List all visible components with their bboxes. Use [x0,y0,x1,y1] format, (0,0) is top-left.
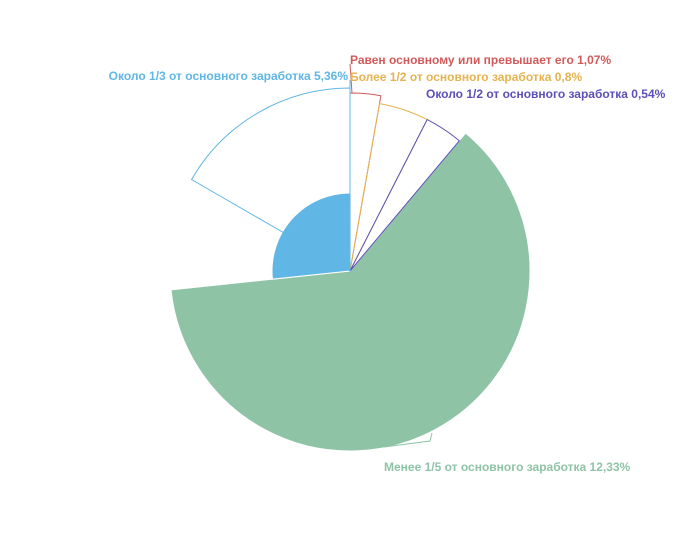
label-okolo-treti: Около 1/3 от основного заработка 5,36% [109,69,349,83]
slice-okolo-treti-outline [190,87,351,272]
label-menee-pyatoy-leader [383,432,433,448]
slice-menee-pyatoy [170,132,531,452]
label-ravnen: Равен основному или превышает его 1,07% [350,53,611,67]
label-ravnen-leader [349,63,353,94]
label-okolo-polovina: Около 1/2 от основного заработка 0,54% [426,87,666,101]
slice-okolo-treti [271,192,351,280]
label-bolee-polovina: Более 1/2 от основного заработка 0,8% [350,70,582,84]
slice-okolo-polovina [349,118,460,272]
label-menee-pyatoy: Менее 1/5 от основного заработка 12,33% [384,460,631,474]
